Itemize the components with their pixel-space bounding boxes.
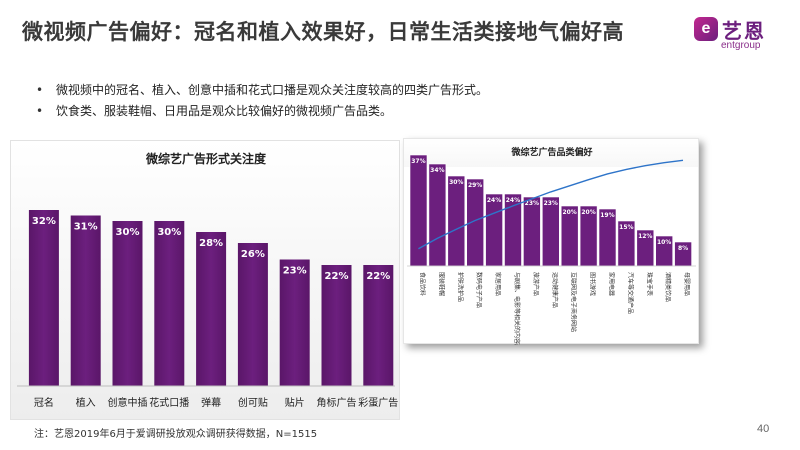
- bar: [542, 196, 560, 267]
- data-label: 12%: [638, 233, 652, 240]
- bullet-item: 微视频中的冠名、植入、创意中插和花式口播是观众关注度较高的四类广告形式。: [36, 80, 488, 101]
- category-label: 运动健康产品: [551, 272, 559, 308]
- data-label: 20%: [562, 209, 576, 216]
- category-label: 旅游产品: [532, 272, 540, 296]
- data-label: 30%: [449, 179, 463, 186]
- data-label: 29%: [468, 182, 482, 189]
- ad-category-chart-panel: 微综艺广告品类偏好 37% 食品饮料 34% 服装鞋帽 30% 护肤洗护品 29% 数码电子产品…: [403, 138, 699, 345]
- chart-title: 微综艺广告形式关注度: [145, 151, 267, 166]
- category-label: 弹幕: [201, 396, 221, 409]
- category-label: 护肤洗护品: [456, 272, 464, 302]
- category-label: 创意中插: [108, 396, 148, 409]
- category-label: 创可贴: [238, 396, 268, 409]
- bar: [279, 259, 310, 386]
- category-label: 家居用品: [494, 272, 502, 296]
- logo-text: 艺恩: [722, 19, 766, 43]
- category-label: 服装鞋帽: [437, 272, 445, 296]
- data-label: 15%: [619, 224, 633, 231]
- data-label: 30%: [157, 227, 181, 238]
- data-label: 23%: [525, 200, 539, 207]
- bar: [504, 193, 522, 267]
- category-label: 植入: [76, 396, 96, 409]
- bullet-item: 饮食类、服装鞋帽、日用品是观众比较偏好的微视频广告品类。: [36, 101, 488, 122]
- category-label: 图书游戏: [589, 272, 597, 296]
- chart-title: 微综艺广告品类偏好: [510, 146, 592, 158]
- category-label: 角标广告: [317, 396, 357, 409]
- bar: [321, 265, 352, 386]
- logo-icon: e: [694, 17, 718, 41]
- data-label: 23%: [283, 266, 307, 277]
- data-label: 34%: [430, 167, 444, 174]
- bar: [409, 154, 428, 267]
- bar: [237, 243, 268, 386]
- ad-format-chart-panel: 微综艺广告形式关注度 32% 冠名 31% 植入 30% 创意中插 30% 花式口播 28% 弹幕 2…: [10, 140, 400, 420]
- category-label: 与剧集、电影等相关的内容产品: [513, 272, 521, 345]
- category-label: 酒精类饮品: [664, 272, 672, 302]
- page-title: 微视频广告偏好：冠名和植入效果好，日常生活类接地气偏好高: [22, 20, 624, 44]
- bar: [523, 196, 541, 267]
- data-label: 20%: [581, 209, 595, 216]
- logo-subtext: entgroup: [721, 40, 761, 51]
- bar: [28, 210, 59, 386]
- bar: [363, 265, 394, 386]
- cumulative-curve: [418, 159, 684, 250]
- category-label: 家用电器: [607, 272, 615, 296]
- data-label: 22%: [366, 271, 390, 282]
- data-label: 19%: [600, 212, 614, 219]
- footnote: 注：艺恩2019年6月于爱调研投放观众调研获得数据，N=1515: [34, 429, 318, 440]
- bar: [428, 163, 447, 267]
- data-label: 23%: [544, 200, 558, 207]
- ad-format-chart: 微综艺广告形式关注度 32% 冠名 31% 植入 30% 创意中插 30% 花式口播 28% 弹幕 2…: [17, 151, 398, 409]
- data-label: 8%: [678, 245, 688, 252]
- bar: [154, 221, 185, 386]
- page-number: 40: [757, 423, 770, 435]
- data-label: 32%: [32, 216, 56, 227]
- category-label: 珠宝手表: [645, 272, 653, 296]
- data-label: 10%: [657, 239, 671, 246]
- bar: [112, 221, 143, 386]
- data-label: 30%: [116, 227, 140, 238]
- category-label: 冠名: [34, 396, 54, 409]
- data-label: 31%: [74, 222, 98, 233]
- company-logo: e 艺恩 entgroup: [694, 14, 790, 54]
- data-label: 37%: [411, 158, 425, 165]
- data-label: 26%: [241, 249, 265, 260]
- category-label: 汽车等交通产品: [626, 272, 634, 314]
- data-label: 24%: [487, 197, 501, 204]
- bar: [485, 193, 503, 267]
- ad-category-chart: 微综艺广告品类偏好 37% 食品饮料 34% 服装鞋帽 30% 护肤洗护品 29% 数码电子产品…: [407, 146, 696, 345]
- bullet-list: 微视频中的冠名、植入、创意中插和花式口播是观众关注度较高的四类广告形式。 饮食类…: [36, 80, 488, 122]
- category-label: 母婴用品: [683, 272, 690, 296]
- bar: [70, 215, 101, 386]
- bar: [196, 232, 227, 386]
- data-label: 24%: [506, 197, 520, 204]
- category-label: 花式口播: [149, 396, 189, 409]
- category-label: 互联网及电子商务网站: [570, 272, 578, 332]
- category-label: 数码电子产品: [475, 272, 483, 308]
- category-label: 贴片: [285, 396, 305, 409]
- category-label: 食品饮料: [418, 272, 426, 296]
- data-label: 22%: [325, 271, 349, 282]
- bar: [447, 175, 466, 267]
- data-label: 28%: [199, 238, 223, 249]
- category-label: 彩蛋广告: [358, 396, 398, 409]
